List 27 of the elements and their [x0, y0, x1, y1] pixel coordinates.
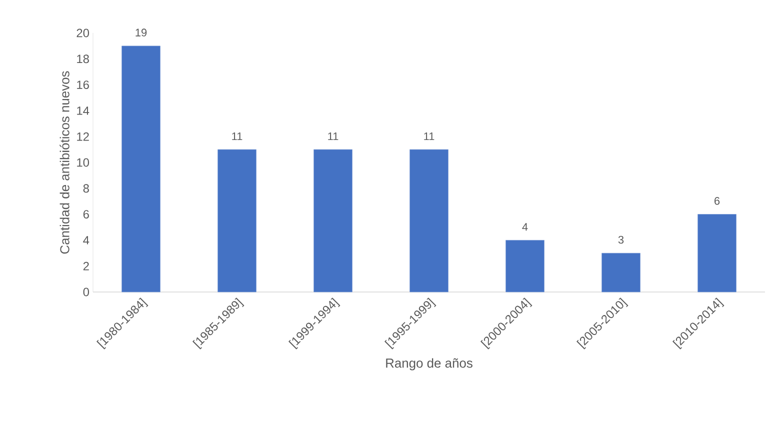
bar	[122, 46, 160, 292]
x-axis-title: Rango de años	[386, 358, 472, 370]
bar	[410, 149, 448, 292]
bar	[698, 214, 736, 292]
y-tick-label: 16	[77, 80, 89, 90]
y-tick-label: 6	[83, 210, 89, 219]
y-tick-label: 10	[77, 158, 90, 167]
data-label: 3	[618, 236, 624, 244]
data-label: 11	[232, 132, 242, 140]
y-tick-label: 2	[83, 262, 89, 270]
y-axis-title: Cantidad de antibióticos nuevos	[60, 71, 70, 254]
y-tick-label: 0	[83, 288, 90, 296]
data-label: 11	[328, 132, 338, 140]
data-label: 11	[424, 132, 434, 140]
data-label: 6	[714, 197, 720, 205]
bar	[218, 149, 256, 292]
data-label: 4	[522, 223, 528, 231]
bar	[602, 252, 640, 292]
y-tick-label: 8	[83, 184, 89, 193]
y-tick-label: 12	[77, 132, 89, 141]
y-tick-label: 18	[77, 54, 89, 64]
y-tick-label: 14	[77, 106, 90, 115]
y-tick-label: 20	[76, 28, 90, 38]
data-label: 19	[136, 28, 147, 36]
y-tick-label: 4	[83, 236, 90, 244]
bar	[314, 149, 352, 292]
bar	[506, 240, 544, 292]
